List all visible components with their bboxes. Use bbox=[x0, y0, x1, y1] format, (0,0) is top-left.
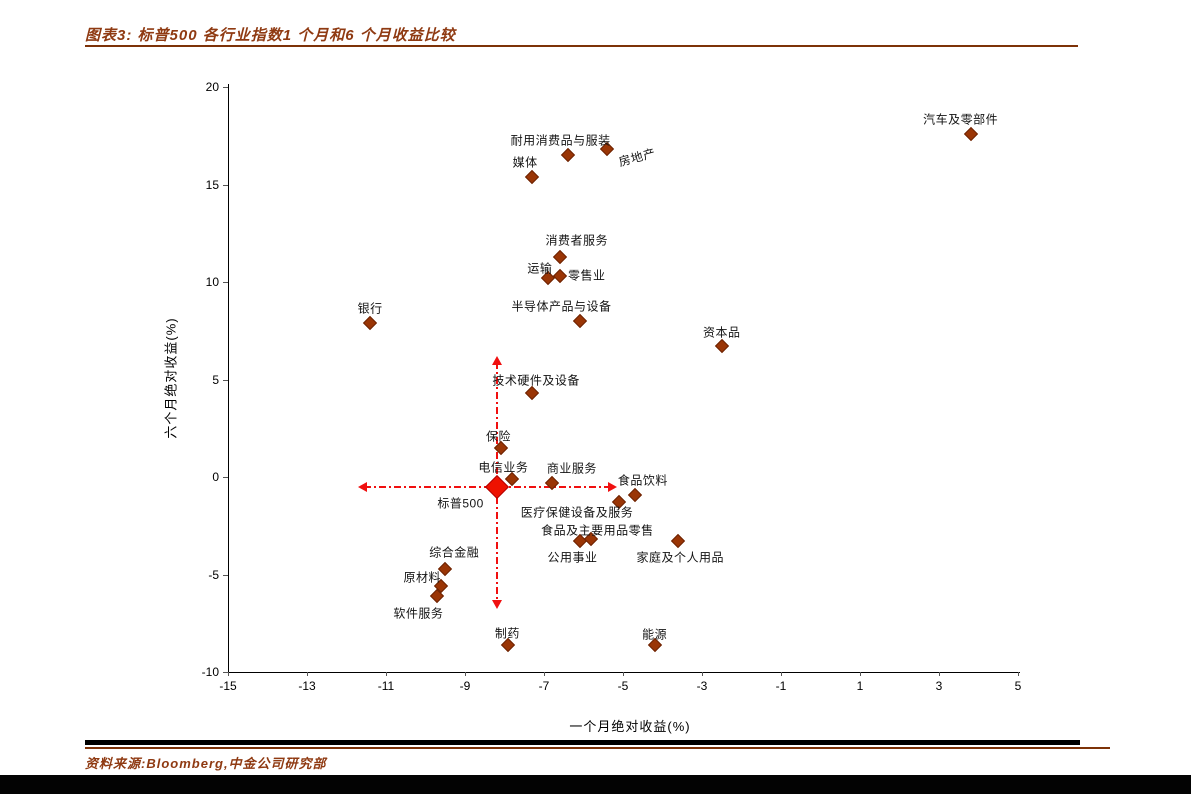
up-arrowhead-icon bbox=[491, 356, 502, 366]
data-point-label: 运输 bbox=[527, 261, 553, 276]
x-tick-label: -7 bbox=[538, 679, 550, 693]
x-tick-mark bbox=[702, 672, 703, 676]
y-tick-mark bbox=[223, 672, 228, 673]
data-point-diamond bbox=[363, 315, 378, 331]
data-point-label: 消费者服务 bbox=[545, 233, 609, 248]
y-tick-mark bbox=[223, 379, 228, 381]
x-axis-title: 一个月绝对收益(%) bbox=[569, 719, 691, 734]
data-point-diamond bbox=[525, 169, 540, 184]
x-tick-mark bbox=[386, 672, 387, 676]
data-point-label: 能源 bbox=[642, 627, 668, 642]
y-tick-label: -10 bbox=[201, 665, 219, 679]
data-point-diamond bbox=[963, 126, 978, 141]
title-underline bbox=[85, 45, 1078, 47]
y-tick-label: 15 bbox=[205, 177, 219, 192]
data-point-label: 技术硬件及设备 bbox=[492, 373, 580, 388]
y-tick-mark bbox=[223, 184, 228, 186]
data-point-label: 零售业 bbox=[568, 268, 606, 283]
x-tick-label: -15 bbox=[219, 679, 237, 693]
x-tick-label: -9 bbox=[459, 679, 471, 693]
y-tick-label: 10 bbox=[205, 275, 219, 289]
data-point-diamond bbox=[552, 249, 567, 264]
x-tick-label: -13 bbox=[298, 679, 316, 693]
x-tick-mark bbox=[307, 672, 308, 676]
y-axis-line bbox=[228, 84, 229, 672]
x-tick-label: -1 bbox=[775, 679, 787, 693]
data-point-diamond bbox=[671, 534, 686, 549]
x-tick-mark bbox=[939, 672, 940, 676]
data-point-label: 原材料 bbox=[403, 570, 442, 585]
data-point-label: 公用事业 bbox=[547, 550, 598, 565]
x-tick-mark bbox=[1018, 672, 1019, 676]
source-text: 资料来源:Bloomberg,中金公司研究部 bbox=[85, 756, 327, 771]
data-point-label: 耐用消费品与服装 bbox=[510, 133, 611, 148]
source-rule bbox=[85, 747, 1110, 749]
x-tick-mark bbox=[623, 672, 624, 676]
x-tick-mark bbox=[860, 672, 861, 676]
y-axis-title: 六个月绝对收益(%) bbox=[163, 317, 179, 439]
x-tick-label: -3 bbox=[696, 679, 708, 693]
data-point-label: 电信业务 bbox=[478, 460, 529, 475]
data-point-diamond bbox=[714, 339, 729, 354]
data-point-label: 汽车及零部件 bbox=[923, 112, 999, 127]
highlight-point-label: 标普500 bbox=[437, 496, 484, 511]
data-point-label: 家庭及个人用品 bbox=[636, 550, 725, 565]
data-point-label: 软件服务 bbox=[393, 606, 444, 621]
x-tick-mark bbox=[544, 672, 545, 676]
x-tick-label: -5 bbox=[617, 679, 629, 693]
y-tick-label: 20 bbox=[205, 80, 219, 94]
chart-title: 图表3: 标普500 各行业指数1 个月和6 个月收益比较 bbox=[85, 27, 456, 44]
data-point-label: 食品饮料 bbox=[617, 473, 668, 488]
data-point-diamond bbox=[627, 487, 642, 502]
x-tick-mark bbox=[781, 672, 782, 676]
x-tick-label: 3 bbox=[935, 679, 943, 693]
data-point-label: 商业服务 bbox=[546, 461, 597, 476]
x-axis-line bbox=[224, 672, 1020, 673]
data-point-label: 半导体产品与设备 bbox=[511, 299, 612, 314]
data-point-label: 银行 bbox=[357, 301, 383, 316]
data-point-diamond bbox=[560, 148, 575, 163]
data-point-label: 食品及主要用品零售 bbox=[541, 523, 654, 538]
data-point-label: 房地产 bbox=[617, 146, 658, 170]
right-arrowhead-icon bbox=[608, 481, 618, 492]
x-tick-mark bbox=[228, 672, 229, 676]
section-divider bbox=[85, 740, 1080, 745]
y-tick-label: -5 bbox=[208, 567, 219, 582]
data-point-diamond bbox=[544, 475, 559, 490]
y-tick-mark bbox=[223, 282, 228, 283]
data-point-diamond bbox=[572, 313, 587, 329]
down-arrowhead-icon bbox=[491, 599, 502, 609]
data-point-label: 综合金融 bbox=[429, 545, 480, 560]
data-point-label: 医疗保健设备及服务 bbox=[520, 505, 634, 520]
x-tick-mark bbox=[465, 672, 466, 676]
x-tick-label: 1 bbox=[856, 679, 864, 693]
y-tick-label: 0 bbox=[212, 470, 219, 484]
data-point-label: 制药 bbox=[494, 626, 520, 641]
footer-bar bbox=[0, 775, 1191, 794]
y-tick-mark bbox=[223, 574, 228, 576]
x-tick-label: -11 bbox=[377, 679, 395, 693]
y-tick-mark bbox=[223, 87, 228, 88]
data-point-label: 资本品 bbox=[702, 325, 741, 340]
left-arrowhead-icon bbox=[358, 481, 368, 492]
data-point-diamond bbox=[552, 269, 567, 284]
data-point-label: 保险 bbox=[486, 429, 512, 444]
x-tick-label: 5 bbox=[1014, 679, 1022, 693]
y-tick-label: 5 bbox=[212, 372, 219, 387]
y-tick-mark bbox=[223, 477, 228, 478]
data-point-label: 媒体 bbox=[512, 155, 538, 170]
